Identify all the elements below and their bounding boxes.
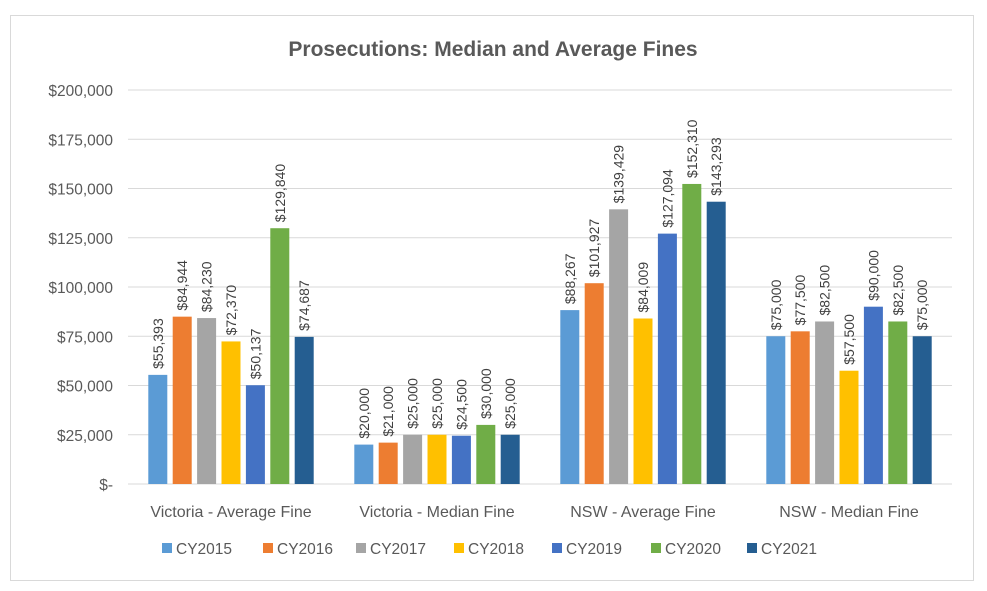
category-labels: Victoria - Average Fine Victoria - Median… xyxy=(150,504,919,521)
bar-cy2016-1 xyxy=(378,442,398,484)
x-category-label: Victoria - Average Fine xyxy=(150,504,311,521)
legend-swatch-cy2017 xyxy=(356,543,366,553)
x-category-label: NSW - Average Fine xyxy=(570,504,716,521)
bar-cy2015-2 xyxy=(560,310,580,484)
data-label: $77,500 xyxy=(792,275,808,326)
bar-cy2016-0 xyxy=(172,316,192,484)
bars xyxy=(148,183,932,485)
y-tick-label: $25,000 xyxy=(57,428,113,445)
y-tick-label: $- xyxy=(99,477,113,494)
data-label: $90,000 xyxy=(865,250,881,301)
bar-cy2015-3 xyxy=(766,336,786,484)
data-label: $84,230 xyxy=(199,261,215,312)
bar-cy2020-1 xyxy=(476,424,496,484)
legend-label: CY2015 xyxy=(176,541,232,558)
data-labels: $55,393 $84,944 $84,230 $72,370 $50,137 $129,… xyxy=(150,119,930,438)
bar-cy2016-3 xyxy=(790,331,810,484)
bar-cy2018-2 xyxy=(633,318,653,484)
data-label: $25,000 xyxy=(405,378,421,429)
gridlines xyxy=(128,89,952,485)
bar-cy2018-3 xyxy=(839,370,859,484)
data-label: $84,944 xyxy=(174,260,190,311)
data-label: $143,293 xyxy=(708,137,724,196)
data-label: $129,840 xyxy=(272,164,288,223)
legend-label: CY2019 xyxy=(566,541,622,558)
bar-cy2015-1 xyxy=(354,444,374,484)
data-label: $25,000 xyxy=(502,378,518,429)
data-label: $72,370 xyxy=(223,285,239,336)
y-axis-ticks: $- $25,000 $50,000 $75,000 $100,000 $125,000 $… xyxy=(48,83,113,494)
bar-cy2017-1 xyxy=(403,434,423,484)
legend: CY2015 CY2016 CY2017 CY2018 CY2019 CY2020 CY20… xyxy=(162,541,817,558)
data-label: $57,500 xyxy=(841,314,857,365)
data-label: $74,687 xyxy=(296,280,312,331)
legend-swatch-cy2018 xyxy=(454,543,464,553)
y-tick-label: $125,000 xyxy=(48,231,113,248)
data-label: $30,000 xyxy=(478,368,494,419)
x-category-label: NSW - Median Fine xyxy=(779,504,919,521)
bar-cy2020-2 xyxy=(682,183,702,485)
bar-cy2019-2 xyxy=(657,233,677,484)
data-label: $55,393 xyxy=(150,318,166,369)
data-label: $82,500 xyxy=(817,265,833,316)
legend-label: CY2021 xyxy=(761,541,817,558)
legend-swatch-cy2021 xyxy=(747,543,757,553)
bar-cy2020-0 xyxy=(270,228,290,484)
bar-cy2021-3 xyxy=(912,336,932,484)
bar-cy2021-2 xyxy=(706,201,726,485)
data-label: $152,310 xyxy=(684,119,700,178)
bar-cy2017-3 xyxy=(815,321,835,484)
bar-cy2018-1 xyxy=(427,434,447,484)
bar-cy2021-0 xyxy=(294,336,314,484)
bar-cy2015-0 xyxy=(148,374,168,484)
legend-label: CY2017 xyxy=(370,541,426,558)
bar-cy2019-0 xyxy=(245,385,265,484)
y-tick-label: $75,000 xyxy=(57,329,113,346)
bar-cy2020-3 xyxy=(888,321,908,484)
y-tick-label: $200,000 xyxy=(48,83,113,100)
x-category-label: Victoria - Median Fine xyxy=(359,504,514,521)
y-tick-label: $175,000 xyxy=(48,132,113,149)
bar-cy2017-2 xyxy=(609,209,629,484)
data-label: $101,927 xyxy=(586,219,602,278)
legend-label: CY2020 xyxy=(665,541,721,558)
data-label: $75,000 xyxy=(914,279,930,330)
data-label: $82,500 xyxy=(890,265,906,316)
data-label: $21,000 xyxy=(380,386,396,437)
data-label: $25,000 xyxy=(429,378,445,429)
data-label: $75,000 xyxy=(768,279,784,330)
chart-title: Prosecutions: Median and Average Fines xyxy=(288,38,697,61)
data-label: $24,500 xyxy=(453,379,469,430)
legend-label: CY2016 xyxy=(277,541,333,558)
bar-cy2017-0 xyxy=(197,318,217,484)
bar-cy2018-0 xyxy=(221,341,241,484)
y-tick-label: $100,000 xyxy=(48,280,113,297)
bar-cy2019-3 xyxy=(863,306,883,484)
bar-cy2016-2 xyxy=(584,283,604,484)
data-label: $20,000 xyxy=(356,388,372,439)
legend-swatch-cy2015 xyxy=(162,543,172,553)
legend-swatch-cy2019 xyxy=(552,543,562,553)
data-label: $127,094 xyxy=(659,169,675,228)
chart-frame xyxy=(10,15,974,581)
data-label: $84,009 xyxy=(635,262,651,313)
data-label: $50,137 xyxy=(247,328,263,379)
legend-label: CY2018 xyxy=(468,541,524,558)
legend-swatch-cy2020 xyxy=(651,543,661,553)
bar-cy2019-1 xyxy=(451,435,471,484)
data-label: $139,429 xyxy=(611,145,627,204)
bar-cy2021-1 xyxy=(500,434,520,484)
y-tick-label: $50,000 xyxy=(57,379,113,396)
y-tick-label: $150,000 xyxy=(48,182,113,199)
legend-swatch-cy2016 xyxy=(263,543,273,553)
data-label: $88,267 xyxy=(562,253,578,304)
